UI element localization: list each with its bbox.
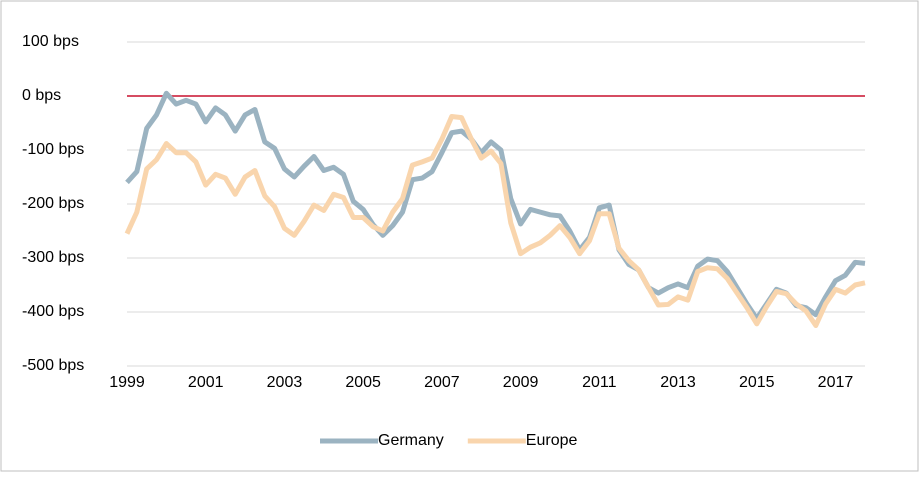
legend-label: Germany [378,432,444,449]
legend-label: Europe [526,432,578,449]
x-tick-label: 2015 [739,374,775,391]
y-tick-label: 100 bps [22,33,79,50]
series-line [124,114,866,328]
x-tick-label: 2005 [345,374,381,391]
x-tick-label: 2017 [818,374,854,391]
x-tick-label: 2009 [503,374,539,391]
y-tick-label: -400 bps [22,303,84,320]
y-tick-label: -300 bps [22,249,84,266]
y-tick-label: -100 bps [22,141,84,158]
x-tick-label: 1999 [109,374,145,391]
y-tick-label: -200 bps [22,195,84,212]
series-line [125,90,866,321]
x-tick-label: 2003 [267,374,303,391]
x-tick-label: 2013 [660,374,696,391]
x-tick-label: 2011 [582,374,617,391]
x-tick-label: 2001 [188,374,224,391]
y-tick-label: -500 bps [22,357,84,374]
x-tick-label: 2007 [424,374,460,391]
y-tick-label: 0 bps [22,87,61,104]
